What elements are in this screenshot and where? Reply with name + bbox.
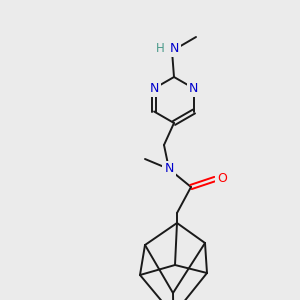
- Text: N: N: [169, 43, 179, 56]
- Text: O: O: [217, 172, 227, 185]
- Text: N: N: [189, 82, 199, 95]
- Text: N: N: [164, 163, 174, 176]
- Text: N: N: [149, 82, 159, 95]
- Text: H: H: [156, 41, 164, 55]
